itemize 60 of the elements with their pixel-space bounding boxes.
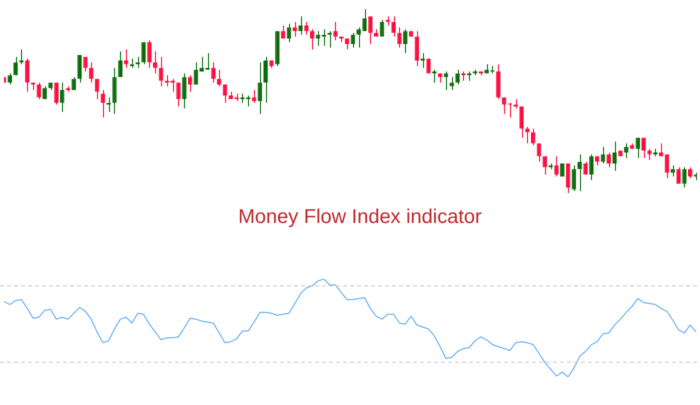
candlestick: [688, 166, 692, 179]
candlestick: [100, 89, 106, 118]
candlestick: [403, 28, 408, 54]
candlestick: [60, 82, 64, 113]
candlestick: [36, 82, 42, 100]
candlestick: [641, 137, 646, 159]
candlestick: [280, 25, 286, 39]
candlestick: [83, 56, 88, 72]
candlestick: [578, 154, 582, 192]
candlestick: [682, 166, 687, 188]
candlestick: [182, 72, 186, 109]
candlestick: [42, 86, 47, 100]
candlestick: [8, 72, 12, 85]
candlestick: [490, 66, 495, 74]
candlestick: [147, 40, 152, 68]
candlestick: [525, 126, 530, 144]
candlestick: [530, 128, 536, 146]
candlestick: [264, 56, 268, 104]
candlestick: [391, 16, 396, 38]
candlestick: [194, 62, 198, 85]
candlestick: [292, 21, 297, 38]
candlestick: [356, 26, 361, 48]
candlestick: [658, 142, 664, 157]
candlestick: [455, 69, 460, 85]
candlestick: [496, 64, 500, 100]
candlestick: [304, 21, 309, 36]
candlestick: [636, 137, 640, 159]
candlestick: [414, 30, 420, 67]
candlestick: [118, 50, 122, 78]
candlestick: [647, 148, 652, 160]
candlestick: [188, 74, 192, 92]
candlestick: [612, 140, 617, 172]
chart-title: Money Flow Index indicator: [237, 206, 483, 229]
candlestick: [216, 69, 222, 87]
candlestick: [350, 32, 356, 48]
candlestick: [606, 152, 611, 168]
candlestick: [502, 96, 506, 114]
candlestick: [397, 26, 402, 48]
candlestick: [664, 154, 670, 179]
candlestick: [200, 56, 204, 72]
candlestick: [450, 76, 454, 90]
candlestick: [77, 54, 82, 84]
candlestick: [89, 62, 94, 84]
candlestick: [13, 56, 18, 76]
candlestick: [560, 164, 564, 176]
candlestick: [153, 50, 158, 74]
candlestick: [542, 156, 547, 176]
candlestick: [124, 48, 128, 68]
candlestick: [211, 62, 216, 84]
candlestick: [25, 58, 30, 92]
candlestick: [54, 82, 59, 106]
candlestick: [572, 164, 576, 192]
candlestick: [72, 76, 76, 90]
candlestick: [258, 62, 262, 114]
candlestick: [310, 28, 314, 50]
candlestick: [624, 142, 628, 159]
candlestick: [368, 16, 373, 44]
candlestick: [589, 154, 594, 181]
candlestick: [298, 16, 303, 36]
candlestick: [670, 164, 675, 177]
